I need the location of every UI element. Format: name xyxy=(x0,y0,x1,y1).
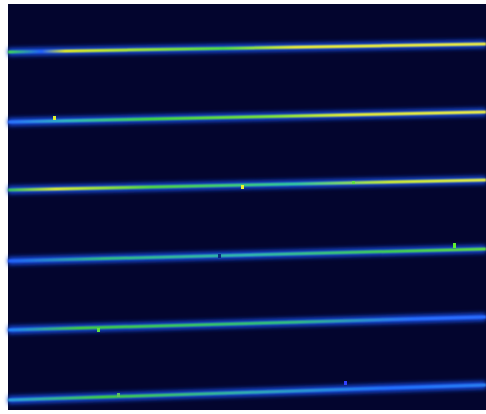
page xyxy=(0,0,486,414)
spectral-image xyxy=(0,0,486,414)
background xyxy=(8,4,486,410)
